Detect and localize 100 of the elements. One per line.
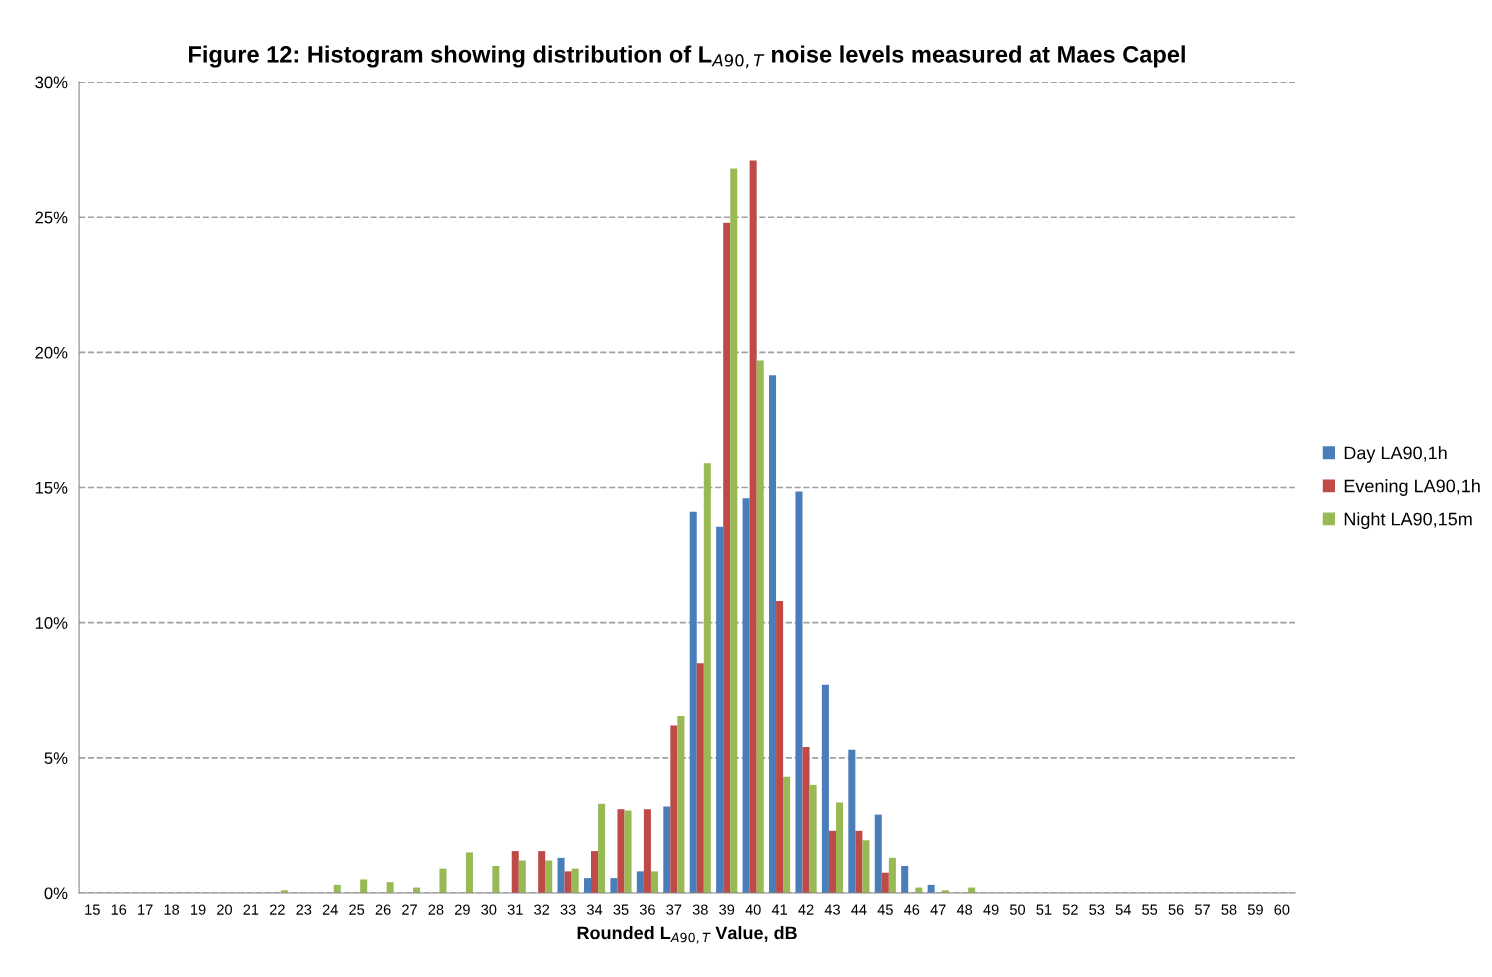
bar: [583, 878, 592, 893]
x-tick-label: 39: [719, 904, 735, 915]
bar: [492, 865, 500, 893]
bar: [795, 491, 803, 893]
x-tick-label: 42: [798, 904, 814, 915]
x-tick-label: 45: [877, 904, 893, 915]
bar: [663, 806, 671, 893]
x-tick-label: 33: [560, 904, 576, 915]
bar: [828, 830, 836, 893]
x-tick-label: 55: [1142, 904, 1158, 915]
x-tick-label: 46: [903, 904, 920, 915]
y-tick-label: 15%: [35, 482, 68, 494]
bar: [769, 375, 777, 893]
bar: [591, 851, 599, 893]
bar: [557, 857, 565, 893]
bar: [465, 852, 473, 893]
bar: [439, 868, 447, 893]
x-tick-label: 18: [164, 904, 180, 915]
bar: [901, 865, 909, 893]
bar: [386, 882, 394, 893]
bar: [360, 879, 368, 893]
bar: [855, 830, 863, 893]
x-tick-label: 17: [138, 904, 153, 915]
x-tick-label: 30: [481, 904, 497, 915]
x-tick-label: 49: [983, 904, 999, 915]
bar: [802, 747, 810, 893]
x-tick-label: 44: [851, 904, 867, 915]
bar: [545, 860, 553, 893]
x-tick-label: 36: [639, 904, 655, 915]
x-tick-label: 28: [428, 904, 444, 915]
y-tick-label: 10%: [35, 617, 68, 629]
x-tick-label: 41: [771, 904, 787, 915]
y-tick-label: 30%: [35, 76, 68, 89]
x-tick-label: 38: [692, 904, 708, 915]
x-tick-label: 26: [375, 904, 391, 915]
bar: [598, 803, 606, 893]
bar: [888, 857, 896, 893]
x-tick-label: 19: [191, 904, 206, 915]
y-tick-label: 25%: [35, 211, 68, 224]
bar: [783, 776, 791, 893]
bar: [862, 840, 870, 893]
bar: [696, 663, 704, 893]
bar: [518, 860, 526, 893]
bar: [730, 168, 738, 893]
x-tick-label: 50: [1009, 904, 1026, 915]
bar: [677, 715, 685, 893]
x-tick-label: 20: [217, 904, 233, 915]
x-tick-label: 53: [1089, 904, 1105, 915]
bar: [749, 160, 757, 893]
x-axis-title: Rounded L$_{A90,T}$ Value, dB: [577, 926, 797, 944]
x-tick-label: 35: [613, 904, 629, 915]
y-tick-label: 5%: [44, 752, 68, 765]
bar: [643, 809, 651, 893]
chart-title: Figure 12: Histogram showing distribution of L$_{A90,T}$ noise levels measured at Maes Capel: [189, 45, 1185, 69]
bar: [742, 498, 750, 893]
x-tick-label: 25: [349, 904, 365, 915]
x-tick-label: 51: [1036, 904, 1052, 915]
bar: [874, 814, 882, 893]
x-tick-label: 15: [85, 904, 100, 915]
x-tick-label: 40: [745, 904, 761, 915]
x-tick-label: 47: [930, 904, 946, 915]
legend-label: Night LA90,15m: [1344, 512, 1472, 530]
bar: [848, 749, 856, 893]
x-tick-label: 59: [1247, 904, 1263, 915]
x-tick-label: 56: [1168, 904, 1184, 915]
x-tick-label: 27: [402, 904, 417, 915]
bar: [617, 809, 625, 893]
legend-label: Evening LA90,1h: [1344, 479, 1480, 496]
bar: [881, 872, 889, 893]
legend-label: Day LA90,1h: [1344, 446, 1447, 463]
bar: [610, 878, 618, 893]
bar: [650, 871, 658, 893]
x-tick-label: 23: [296, 904, 312, 915]
x-tick-label: 29: [455, 904, 470, 915]
bar: [670, 725, 678, 893]
x-tick-label: 37: [666, 904, 682, 915]
bar: [511, 851, 519, 893]
x-tick-label: 32: [534, 904, 550, 915]
bar: [821, 684, 829, 893]
x-tick-label: 48: [956, 904, 973, 915]
bar: [716, 526, 724, 893]
bar: [636, 871, 644, 893]
x-tick-label: 52: [1062, 904, 1078, 915]
bar: [538, 851, 546, 893]
x-tick-label: 43: [824, 904, 840, 915]
x-tick-label: 58: [1221, 904, 1237, 915]
x-tick-label: 57: [1195, 904, 1210, 915]
bar: [571, 868, 579, 893]
bar: [756, 360, 764, 893]
x-tick-label: 21: [243, 904, 259, 915]
bar: [835, 802, 844, 893]
x-tick-label: 54: [1115, 904, 1131, 915]
bar: [689, 511, 697, 893]
x-tick-label: 34: [586, 904, 603, 915]
y-tick-label: 20%: [35, 346, 68, 359]
x-tick-label: 31: [507, 904, 523, 915]
bar: [624, 810, 632, 893]
x-tick-label: 16: [111, 904, 127, 915]
bar: [723, 222, 731, 893]
bar: [776, 601, 784, 893]
